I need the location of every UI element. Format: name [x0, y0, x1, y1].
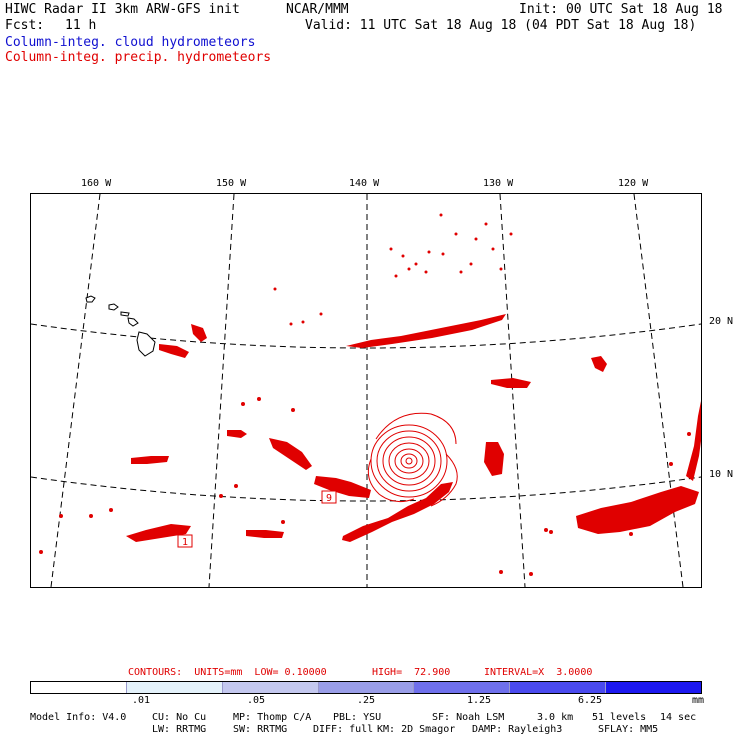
map-panel: 9 1 [30, 193, 705, 588]
graticule [30, 193, 702, 588]
island-hawaii-big [136, 331, 156, 357]
meridian-150w [208, 193, 235, 588]
model-info-levels: 51 levels [592, 712, 647, 723]
colorbar-segment [125, 682, 222, 693]
field-label-precip: Column-integ. precip. hydrometeors [5, 50, 272, 65]
model-info-lw: LW: RRTMG [152, 724, 207, 735]
lon-label-140w: 140 W [349, 178, 380, 189]
parallel-20n [30, 323, 702, 349]
band-east-north [686, 396, 705, 481]
field-label-cloud: Column-integ. cloud hydrometeors [5, 35, 256, 50]
init-time: Init: 00 UTC Sat 18 Aug 18 [519, 2, 723, 17]
band-west-3 [227, 430, 247, 438]
forecast-hour: 11 h [65, 18, 97, 33]
colorbar-segment [413, 682, 510, 693]
valid-time: Valid: 11 UTC Sat 18 Aug 18 (04 PDT Sat … [305, 18, 697, 33]
colorbar-segment [221, 682, 318, 693]
model-info-damp: DAMP: Rayleigh3 [472, 724, 563, 735]
lon-label-160w: 160 W [81, 178, 112, 189]
colorbar-segment [605, 682, 702, 693]
parallel-10n [30, 476, 702, 502]
band-hurricane-east [484, 442, 504, 476]
colorbar-segment [509, 682, 606, 693]
colorbar-segment [317, 682, 414, 693]
model-info-sw: SW: RRTMG [233, 724, 288, 735]
box-label-9: 9 [321, 490, 337, 504]
band-ne-2 [591, 356, 607, 372]
meridian-130w [499, 193, 526, 588]
colorbar-units: mm [692, 695, 705, 706]
model-info-sf: SF: Noah LSM [432, 712, 505, 723]
model-info-sflay: SFLAY: MM5 [598, 724, 659, 735]
precip-fill [39, 213, 705, 576]
lon-label-130w: 130 W [483, 178, 514, 189]
contour-units-low: CONTOURS: UNITS=mm LOW= 0.10000 [128, 667, 327, 678]
island-kauai [85, 295, 96, 303]
box-label-1: 1 [177, 534, 193, 548]
band-ne [491, 378, 531, 388]
colorbar-label-625: 6.25 [578, 695, 603, 706]
model-info-timestep: 14 sec [660, 712, 697, 723]
colorbar [30, 681, 702, 694]
plot-title: HIWC Radar II 3km ARW-GFS init [5, 2, 240, 17]
lon-label-120w: 120 W [618, 178, 649, 189]
forecast-label: Fcst: [5, 18, 45, 33]
band-west-4 [131, 456, 169, 464]
model-info-mp: MP: Thomp C/A [233, 712, 312, 723]
band-west-1 [126, 524, 191, 542]
contour-high: HIGH= 72.900 [372, 667, 451, 678]
band-west-5 [246, 530, 284, 538]
model-info-version: Model Info: V4.0 [30, 712, 127, 723]
band-west-2 [269, 438, 312, 470]
model-info-res: 3.0 km [537, 712, 574, 723]
meridian-160w [50, 193, 101, 588]
box-label-9-text: 9 [326, 493, 332, 504]
map-canvas: 9 1 [30, 193, 705, 588]
band-south-hurricane [342, 482, 453, 542]
organization: NCAR/MMM [286, 2, 349, 17]
model-info-cu: CU: No Cu [152, 712, 207, 723]
precip-contours [367, 412, 458, 507]
model-info-diff: DIFF: full [313, 724, 374, 735]
band-east [576, 486, 699, 534]
lat-label-10n: 10 N [709, 469, 734, 480]
model-info-km: KM: 2D Smagor [377, 724, 456, 735]
colorbar-label-25: .25 [357, 695, 376, 706]
band-hawaii-south [159, 344, 189, 358]
colorbar-segment [31, 682, 126, 693]
coastline-hawaii [85, 295, 156, 357]
island-molokai [120, 311, 130, 317]
band-hawaii-east [191, 324, 207, 342]
band-central [314, 476, 371, 498]
lon-label-150w: 150 W [216, 178, 247, 189]
island-maui [127, 317, 139, 327]
colorbar-label-125: 1.25 [467, 695, 492, 706]
island-oahu [108, 303, 119, 311]
contour-interval: INTERVAL=X 3.0000 [484, 667, 593, 678]
colorbar-label-01: .01 [132, 695, 151, 706]
lat-label-20n: 20 N [709, 316, 734, 327]
band-20n [346, 314, 506, 348]
model-info-pbl: PBL: YSU [333, 712, 382, 723]
hurricane-rings [367, 412, 458, 507]
meridian-120w [633, 193, 684, 588]
box-label-1-text: 1 [182, 537, 188, 548]
colorbar-label-05: .05 [247, 695, 266, 706]
